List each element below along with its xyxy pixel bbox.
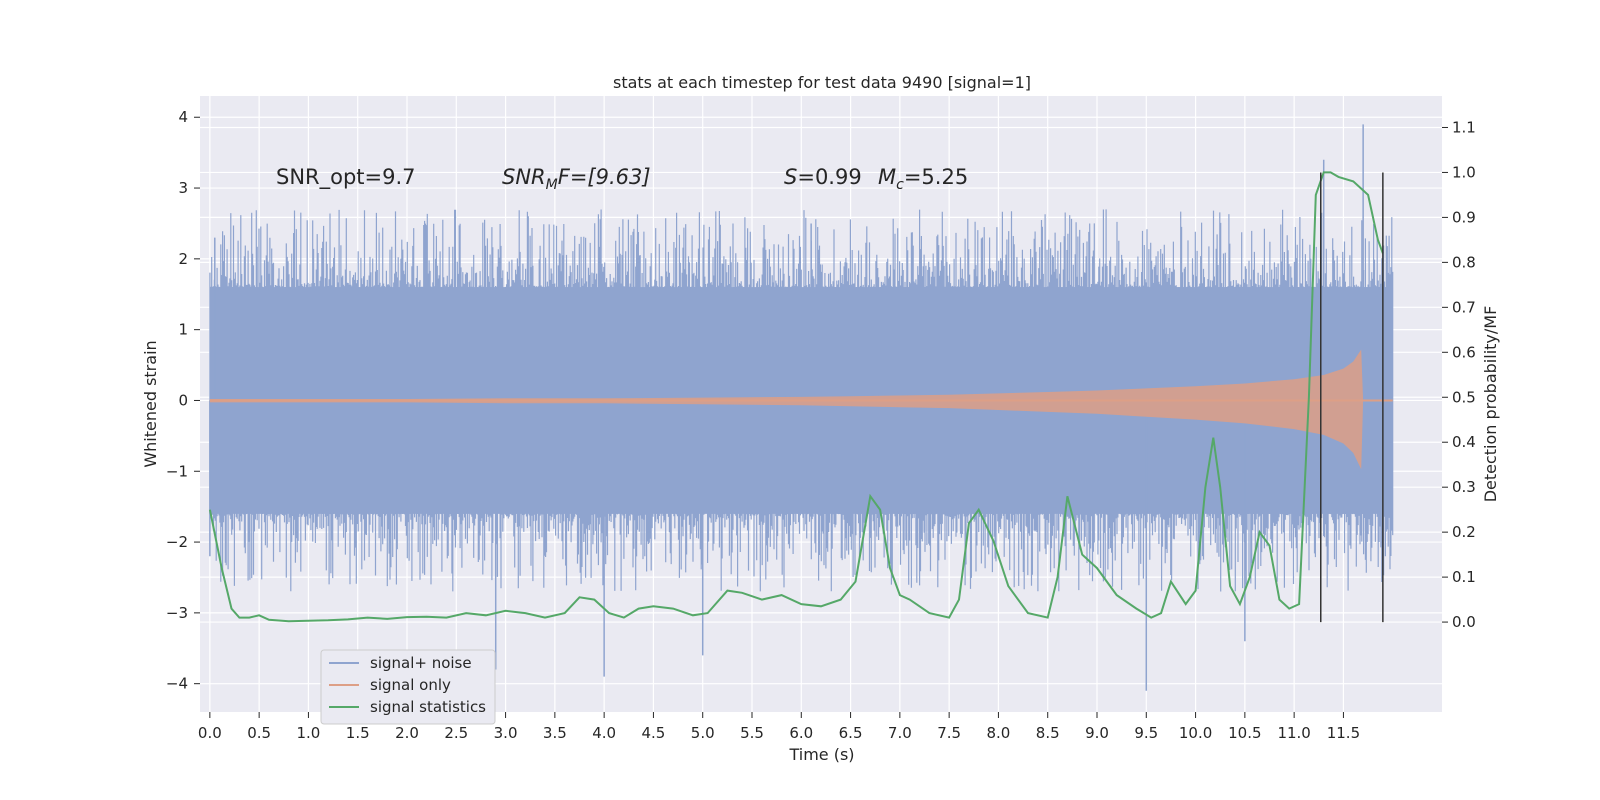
y2-tick-label: 0.5 (1452, 388, 1476, 406)
x-tick-label: 10.5 (1228, 724, 1261, 742)
annotation-mc: Mc=5.25 (878, 165, 968, 193)
annotation-snr-mf-rest: F=[9.63] (558, 165, 651, 189)
y2-tick-label: 0.3 (1452, 478, 1476, 496)
x-tick-label: 4.5 (641, 724, 665, 742)
x-tick-label: 1.0 (296, 724, 320, 742)
x-tick-label: 7.5 (937, 724, 961, 742)
y-axis-ticks: 4 3 2 1 0 −1 −2 −3 −4 (166, 108, 200, 693)
x-tick-label: 0.5 (247, 724, 271, 742)
y2-tick-label: 0.2 (1452, 523, 1476, 541)
x-tick-label: 9.0 (1085, 724, 1109, 742)
signal-envelope (209, 349, 1393, 470)
annotation-s: S=0.99 (784, 165, 862, 189)
annotation-snr-mf: SNRMF=[9.63] (502, 165, 651, 193)
y2-axis-title: Detection probability/MF (1481, 306, 1500, 503)
y2-tick-label: 0.9 (1452, 208, 1476, 226)
x-tick-label: 5.5 (740, 724, 764, 742)
chart-title: stats at each timestep for test data 949… (613, 73, 1031, 92)
y-tick-label: −1 (166, 462, 188, 480)
y-axis-title: Whitened strain (141, 340, 160, 467)
x-tick-label: 10.0 (1179, 724, 1212, 742)
y2-tick-label: 0.1 (1452, 568, 1476, 586)
legend-label-signal-statistics: signal statistics (370, 698, 486, 716)
y2-axis-ticks: 1.1 1.0 0.9 0.8 0.7 0.6 0.5 0.4 0.3 0.2 0.1 0.0 (1442, 118, 1476, 631)
annotation-snr-mf-sub: M (546, 177, 558, 193)
x-axis-title: Time (s) (788, 745, 854, 764)
annotation-mc-sub: c (896, 177, 904, 193)
x-axis-ticks: 0.0 0.5 1.0 1.5 2.0 2.5 3.0 3.5 4.0 4.5 5.0 5.5 6.0 6… (198, 712, 1360, 742)
series-signal-only (209, 349, 1393, 470)
y2-tick-label: 0.7 (1452, 298, 1476, 316)
x-tick-label: 2.0 (395, 724, 419, 742)
x-tick-label: 1.5 (346, 724, 370, 742)
y2-tick-label: 0.8 (1452, 253, 1476, 271)
y-tick-label: 2 (178, 250, 188, 268)
x-tick-label: 3.5 (543, 724, 567, 742)
y-tick-label: 4 (178, 108, 188, 126)
y2-tick-label: 1.0 (1452, 163, 1476, 181)
series-signal-statistics (208, 171, 1384, 623)
x-tick-label: 5.0 (691, 724, 715, 742)
x-tick-label: 11.0 (1277, 724, 1310, 742)
y2-tick-label: 1.1 (1452, 118, 1476, 136)
x-tick-label: 6.5 (839, 724, 863, 742)
legend-box (320, 649, 496, 725)
y-tick-label: 3 (178, 179, 188, 197)
annotation-s-rest: =0.99 (797, 165, 861, 189)
y-tick-label: 1 (178, 321, 188, 339)
y2-tick-label: 0.6 (1452, 343, 1476, 361)
x-tick-label: 8.5 (1036, 724, 1060, 742)
annotation-mc-rest: =5.25 (904, 165, 968, 189)
x-tick-label: 11.5 (1327, 724, 1360, 742)
y-tick-label: −4 (166, 675, 188, 693)
x-tick-label: 8.0 (986, 724, 1010, 742)
x-tick-label: 7.0 (888, 724, 912, 742)
x-tick-label: 4.0 (592, 724, 616, 742)
annotation-mc-main: M (878, 165, 896, 189)
annotation-s-main: S (784, 165, 797, 189)
statistics-line (208, 171, 1384, 623)
y-tick-label: −2 (166, 533, 188, 551)
x-tick-label: 6.0 (789, 724, 813, 742)
annotation-snr-opt: SNR_opt=9.7 (276, 165, 416, 190)
y-tick-label: −3 (166, 604, 188, 622)
legend-label-signal-only: signal only (370, 676, 451, 694)
x-tick-label: 0.0 (198, 724, 222, 742)
legend-label-signal-noise: signal+ noise (370, 654, 472, 672)
y2-tick-label: 0.4 (1452, 433, 1476, 451)
y-tick-label: 0 (178, 391, 188, 409)
y2-tick-label: 0.0 (1452, 613, 1476, 631)
vertical-markers (1320, 172, 1384, 623)
annotation-snr-mf-main: SNR (502, 165, 546, 189)
x-tick-label: 2.5 (444, 724, 468, 742)
x-tick-label: 3.0 (494, 724, 518, 742)
x-tick-label: 9.5 (1134, 724, 1158, 742)
legend: signal+ noise signal only signal statist… (320, 649, 496, 725)
